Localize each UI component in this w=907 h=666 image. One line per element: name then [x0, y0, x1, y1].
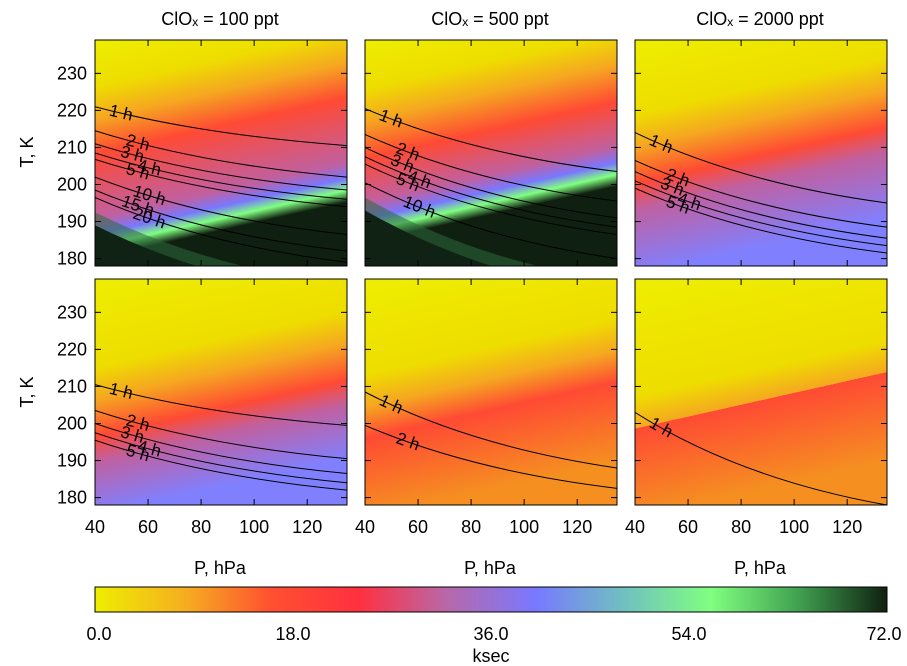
x-tick-label: 40 [85, 517, 105, 537]
colorbar-tick-1: 18.0 [275, 624, 310, 644]
x-axis-label-2: P, hPa [734, 558, 787, 578]
contour-line [365, 182, 617, 260]
y-tick-label: 180 [57, 249, 87, 269]
panel-1-2: 1 h40 60 80 100 120 [625, 278, 888, 537]
x-tick-label: 80 [461, 517, 481, 537]
contour-line [95, 143, 347, 191]
x-tick-label: 60 [678, 517, 698, 537]
panel-plot-area: 1 h2 h3 h4 h5 h10 h [365, 105, 617, 266]
contour-line [95, 106, 347, 147]
contour-line [365, 156, 617, 228]
panel-plot-area: 1 h2 h3 h4 h5 h10 h15 h20 h [95, 101, 347, 266]
contour-line [365, 163, 617, 236]
panel-background [635, 40, 887, 266]
colorbar-fill [95, 587, 887, 612]
y-tick-label: 190 [57, 212, 87, 232]
contour-line [635, 180, 887, 247]
x-tick-label: 120 [832, 517, 862, 537]
contour-line [95, 189, 347, 252]
contour-line [635, 159, 887, 228]
contour-line [95, 130, 347, 178]
panel-title-2: ClOₓ = 2000 ppt [696, 9, 824, 29]
x-tick-label: 60 [138, 517, 158, 537]
colorbar-label: ksec [472, 646, 509, 666]
y-tick-label: 200 [57, 413, 87, 433]
colorbar-tick-0: 0.0 [86, 624, 111, 644]
contour-line [365, 108, 617, 173]
panel-plot-area: 1 h2 h3 h4 h5 h [95, 379, 347, 491]
colorbar-tick-4: 72.0 [866, 624, 901, 644]
contour-line [95, 152, 347, 200]
colorbar-frame [94, 586, 888, 613]
x-axis-label-0: P, hPa [194, 558, 247, 578]
panel-dark-region [365, 210, 617, 266]
y-tick-label: 210 [57, 376, 87, 396]
x-axis-label-1: P, hPa [464, 558, 517, 578]
y-tick-label: 230 [57, 63, 87, 83]
x-tick-label: 100 [239, 517, 269, 537]
contour-line [365, 424, 617, 489]
contour-line [635, 171, 887, 239]
x-tick-label: 100 [779, 517, 809, 537]
panel-0-0: 1 h2 h3 h4 h5 h10 h15 h20 h 230 220 210 200 1… [57, 39, 348, 269]
contour-line [365, 146, 617, 219]
y-tick-label: 180 [57, 488, 87, 508]
panel-frame [94, 39, 348, 267]
x-tick-label: 120 [292, 517, 322, 537]
contour-line [635, 187, 887, 254]
panel-background [365, 279, 617, 505]
contour-line [95, 158, 347, 208]
panel-1-1: 1 h2 h40 60 80 100 120 [355, 278, 618, 537]
panel-title-1: ClOₓ = 500 ppt [431, 9, 548, 29]
x-tick-label: 100 [509, 517, 539, 537]
contour-line [365, 134, 617, 202]
x-tick-label: 120 [562, 517, 592, 537]
panel-dark-region [95, 225, 347, 266]
x-tick-label: 80 [731, 517, 751, 537]
panel-title-0: ClOₓ = 100 ppt [161, 9, 278, 29]
panel-0-2: 1 h2 h3 h4 h5 h [634, 39, 888, 267]
panel-frame [634, 278, 888, 506]
colorbar-tick-2: 36.0 [473, 624, 508, 644]
panel-1-0: 1 h2 h3 h4 h5 h 230 220 210 200 190 180 40 60 80 1… [57, 278, 348, 537]
y-tick-label: 190 [57, 451, 87, 471]
panel-0-1: 1 h2 h3 h4 h5 h10 h [364, 39, 618, 267]
contour-line [635, 411, 887, 505]
panel-background [95, 40, 347, 266]
contour-line [95, 439, 347, 491]
panel-green-band [95, 212, 347, 266]
contour-line [95, 384, 347, 426]
panels-layer: 1 h2 h3 h4 h5 h10 h15 h20 h2302202102001… [57, 39, 888, 537]
y-tick-label: 220 [57, 339, 87, 359]
x-tick-label: 60 [408, 517, 428, 537]
panel-frame [94, 278, 348, 506]
y-tick-label: 230 [57, 302, 87, 322]
contour-line [95, 197, 347, 263]
contour-line [635, 132, 887, 204]
panel-frame [364, 39, 618, 267]
y-tick-label: 220 [57, 100, 87, 120]
contour-line [95, 410, 347, 460]
y-axis-label-top: T, K [17, 136, 37, 167]
panel-background [635, 279, 887, 505]
y-tick-label: 200 [57, 174, 87, 194]
panel-background [95, 279, 347, 505]
colorbar: 0.0 18.0 36.0 54.0 72.0 ksec [86, 586, 902, 666]
panel-frame [364, 278, 618, 506]
x-tick-label: 40 [625, 517, 645, 537]
y-tick-label: 210 [57, 137, 87, 157]
contour-line [365, 391, 617, 469]
panel-frame [634, 39, 888, 267]
x-tick-label: 80 [191, 517, 211, 537]
x-tick-label: 40 [355, 517, 375, 537]
contour-label: 1 h [107, 101, 134, 125]
colorbar-tick-3: 54.0 [671, 624, 706, 644]
contour-line [95, 176, 347, 236]
y-axis-label-bottom: T, K [17, 376, 37, 407]
contour-line [95, 423, 347, 475]
contour-line [95, 432, 347, 484]
